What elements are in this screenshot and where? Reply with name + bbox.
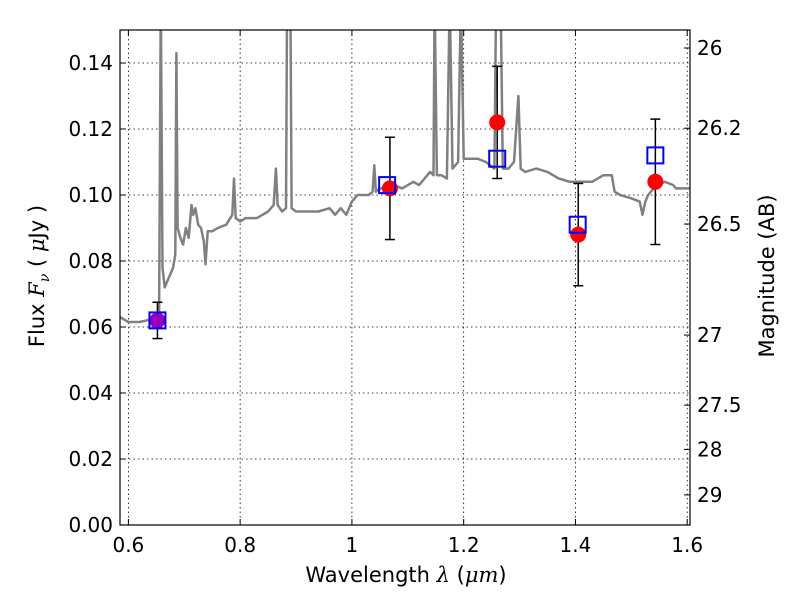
y2-axis-label: Magnitude (AB): [755, 194, 779, 357]
y-tick-label: 0.06: [68, 315, 113, 339]
observed-point: [489, 114, 506, 131]
x-tick-label: 1.6: [671, 533, 703, 557]
y2-tick-label: 27.5: [697, 393, 742, 417]
y-tick-label: 0.00: [68, 513, 113, 537]
y-tick-label: 0.04: [68, 381, 113, 405]
synthetic-point: [646, 146, 665, 165]
x-tick-label: 0.8: [224, 533, 256, 557]
synthetic-point: [378, 176, 397, 195]
observed-point: [647, 173, 664, 190]
y2-tick-label: 28: [697, 437, 722, 461]
synthetic-point: [568, 215, 587, 234]
plot-content: [120, 30, 690, 340]
y-tick-label: 0.10: [68, 183, 113, 207]
x-axis-label: Wavelength λ (μm): [305, 563, 506, 587]
x-tick-label: 0.6: [112, 533, 144, 557]
y-tick-label: 0.14: [68, 51, 113, 75]
x-tick-label: 1: [346, 533, 359, 557]
y2-tick-label: 26.2: [697, 116, 742, 140]
x-tick-label: 1.2: [448, 533, 480, 557]
observed-point: [570, 226, 587, 243]
model-spectrum-line: [120, 30, 690, 324]
plot-frame: [119, 29, 691, 526]
observed-point: [149, 312, 166, 329]
y-tick-label: 0.08: [68, 249, 113, 273]
y2-tick-label: 26.5: [697, 212, 742, 236]
x-tick-label: 1.4: [560, 533, 592, 557]
y2-tick-label: 27: [697, 323, 722, 347]
y-tick-label: 0.12: [68, 117, 113, 141]
synthetic-point: [148, 311, 167, 330]
y-tick-label: 0.02: [68, 447, 113, 471]
axis-ticks: 0.6 0.8 1 1.2 1.4 1.6 0.00 0.02 0.04 0.06 0.08 0.10…: [68, 30, 742, 557]
y-axis-label: Flux Fν ( μJy ): [25, 205, 53, 347]
synthetic-point: [488, 149, 507, 168]
y2-tick-label: 29: [697, 483, 722, 507]
y2-tick-label: 26: [697, 36, 722, 60]
